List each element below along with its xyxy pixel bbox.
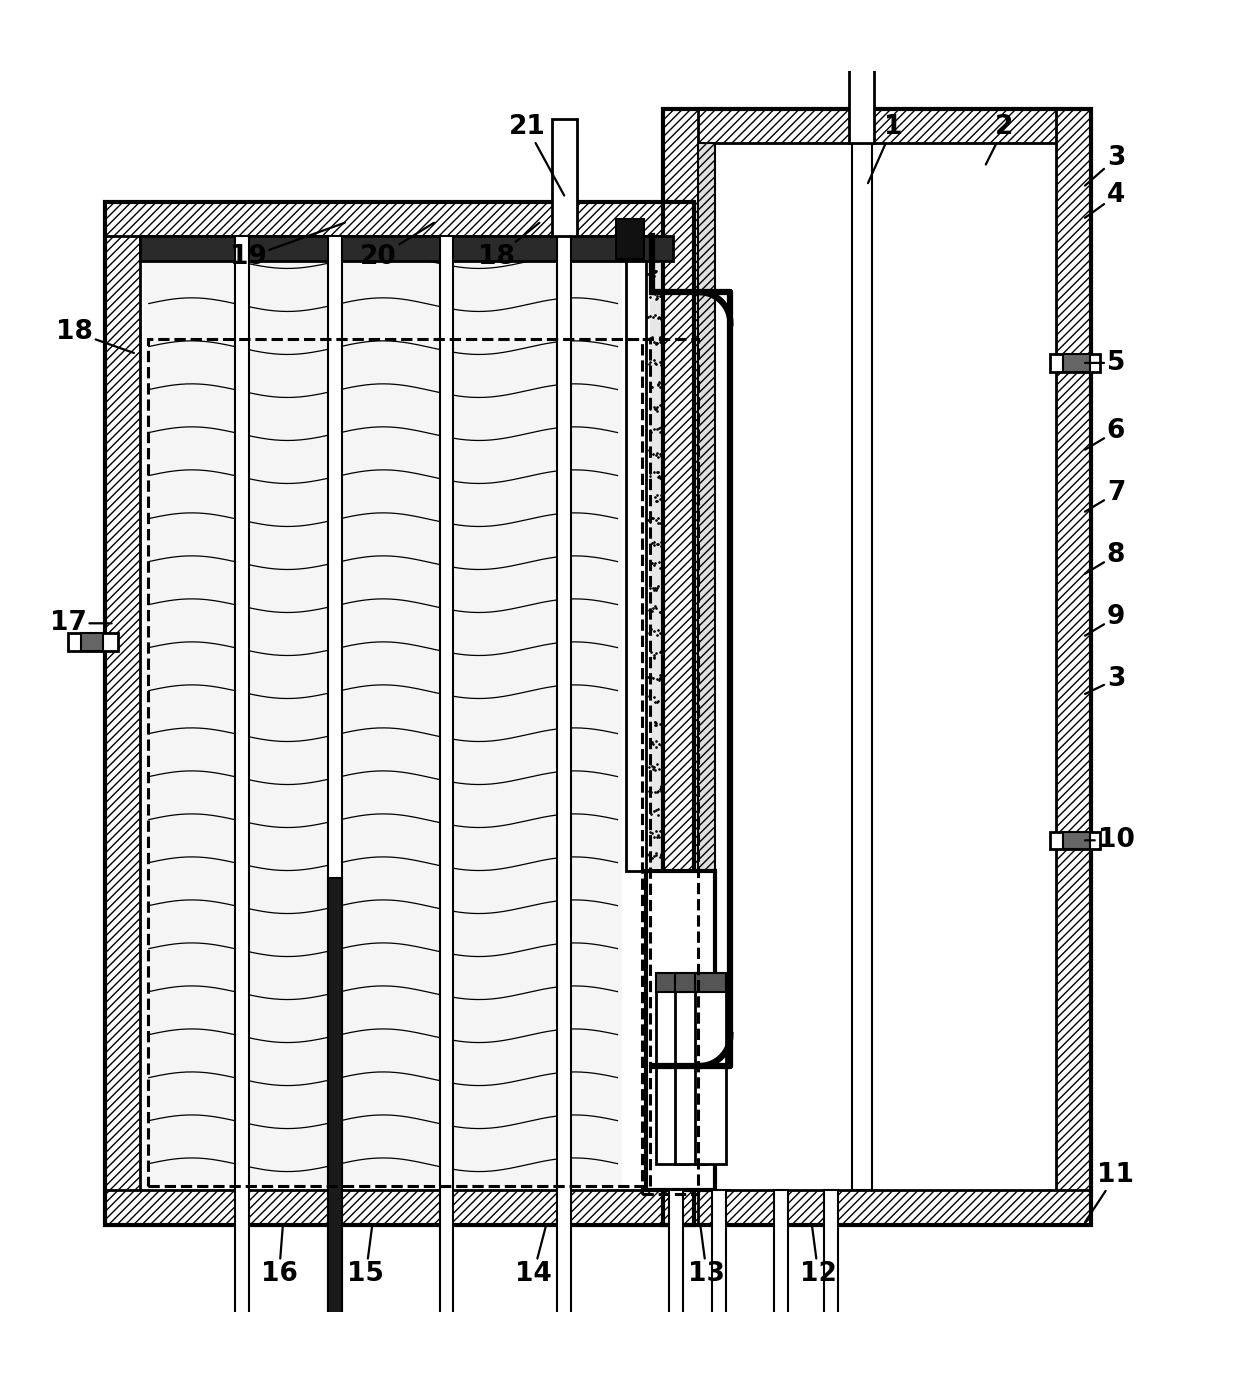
Text: 3: 3 bbox=[1085, 145, 1125, 185]
Text: 18: 18 bbox=[477, 223, 539, 271]
Bar bbox=[105, 202, 140, 1225]
Bar bbox=[558, 236, 570, 1383]
Bar bbox=[849, 50, 874, 144]
Text: 17: 17 bbox=[50, 610, 112, 636]
Bar bbox=[81, 633, 103, 650]
Text: 14: 14 bbox=[515, 1227, 552, 1288]
Bar bbox=[656, 974, 687, 992]
Bar bbox=[327, 236, 342, 1383]
Text: 2: 2 bbox=[986, 115, 1013, 165]
Bar bbox=[656, 974, 687, 1164]
Text: 12: 12 bbox=[800, 1227, 837, 1288]
Text: 8: 8 bbox=[1085, 542, 1125, 574]
Bar bbox=[646, 871, 715, 1189]
Bar bbox=[105, 202, 694, 1225]
Bar bbox=[676, 974, 707, 1164]
Text: 9: 9 bbox=[1085, 604, 1125, 636]
Bar bbox=[698, 144, 715, 1189]
Bar bbox=[650, 241, 694, 867]
Bar bbox=[694, 974, 725, 1164]
Text: 4: 4 bbox=[1085, 183, 1125, 217]
Bar bbox=[68, 633, 118, 650]
Text: 3: 3 bbox=[1085, 667, 1125, 694]
Text: 7: 7 bbox=[1085, 480, 1125, 512]
Text: 5: 5 bbox=[1085, 350, 1125, 376]
Text: 11: 11 bbox=[1085, 1162, 1135, 1223]
Text: 13: 13 bbox=[688, 1227, 725, 1288]
Bar bbox=[670, 1189, 683, 1383]
Bar bbox=[1063, 354, 1090, 372]
Text: 10: 10 bbox=[1085, 827, 1135, 853]
Bar bbox=[144, 241, 622, 1187]
Text: 19: 19 bbox=[229, 223, 345, 271]
Bar bbox=[712, 1189, 727, 1383]
Text: 16: 16 bbox=[260, 1227, 298, 1288]
Text: 15: 15 bbox=[347, 1227, 384, 1288]
Bar bbox=[1050, 831, 1100, 849]
Text: 6: 6 bbox=[1085, 418, 1125, 449]
Bar bbox=[1063, 831, 1090, 849]
Text: 1: 1 bbox=[868, 115, 901, 183]
Bar bbox=[663, 109, 698, 1225]
Bar bbox=[774, 1189, 789, 1383]
Bar bbox=[663, 109, 1091, 1225]
Bar bbox=[327, 877, 342, 1383]
Text: 21: 21 bbox=[508, 115, 564, 195]
Text: 18: 18 bbox=[56, 319, 134, 353]
Bar bbox=[140, 236, 673, 261]
Bar bbox=[852, 144, 872, 1189]
Bar bbox=[626, 236, 646, 871]
Bar bbox=[1056, 109, 1091, 1225]
Bar bbox=[236, 236, 248, 1383]
Bar bbox=[148, 339, 650, 1187]
Bar bbox=[105, 1189, 729, 1225]
Bar bbox=[439, 236, 454, 1383]
Bar bbox=[552, 119, 577, 236]
Bar bbox=[715, 144, 1056, 1189]
Bar bbox=[616, 219, 644, 259]
Bar bbox=[105, 202, 670, 236]
Bar bbox=[694, 974, 725, 992]
Bar bbox=[663, 109, 1091, 144]
Text: 20: 20 bbox=[360, 223, 434, 271]
Bar bbox=[663, 1189, 1091, 1225]
Bar bbox=[676, 974, 707, 992]
Bar bbox=[1050, 354, 1100, 372]
Bar bbox=[642, 339, 698, 1194]
Bar bbox=[825, 1189, 838, 1383]
